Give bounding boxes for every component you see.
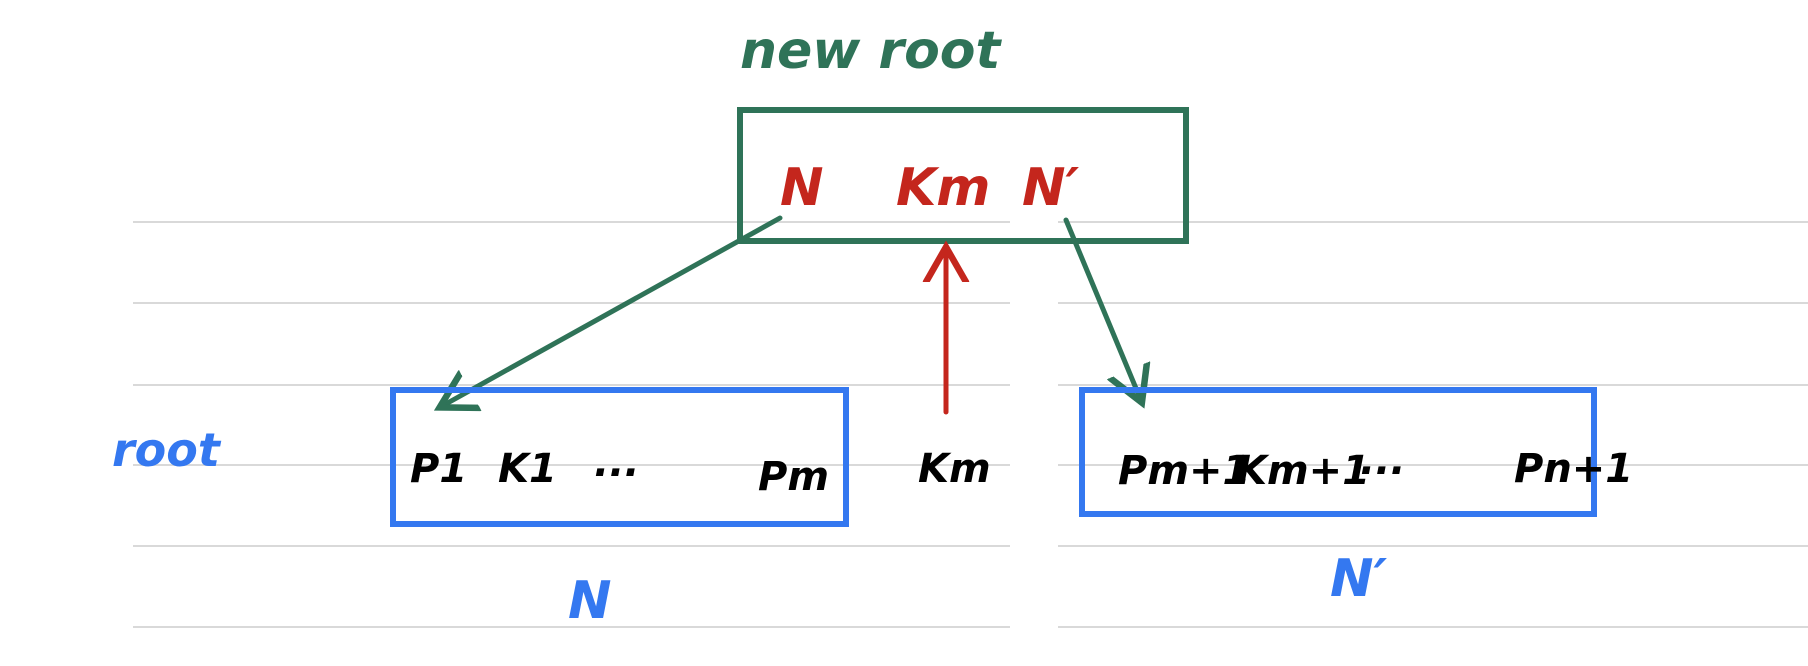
- right-node-ellipsis: ...: [1360, 438, 1406, 484]
- left-node-name: N: [568, 571, 612, 631]
- new-root-label: new root: [740, 21, 1003, 81]
- left-node-box: [390, 387, 849, 527]
- ruled-lines: [133, 221, 1808, 628]
- new-root-left-pointer: N: [780, 158, 824, 218]
- right-node-last-pointer: Pn+1: [1514, 446, 1633, 492]
- left-node-first-pointer: P1: [410, 446, 467, 492]
- left-node-first-key: K1: [498, 446, 557, 492]
- arrow-to-right-node-icon: [1063, 217, 1140, 398]
- right-node-name: N′: [1330, 549, 1388, 609]
- left-node-ellipsis: ...: [594, 440, 640, 486]
- right-node-first-pointer: Pm+1: [1118, 448, 1250, 494]
- right-node-first-key: Km+1: [1236, 448, 1370, 494]
- arrow-to-left-node-icon: [444, 215, 783, 405]
- left-node-last-pointer: Pm: [758, 454, 829, 500]
- new-root-key: Km: [896, 158, 990, 218]
- new-root-right-pointer: N′: [1022, 158, 1080, 218]
- right-node-box: [1079, 387, 1597, 517]
- promoted-key: Km: [918, 446, 991, 492]
- root-label: root: [112, 423, 222, 477]
